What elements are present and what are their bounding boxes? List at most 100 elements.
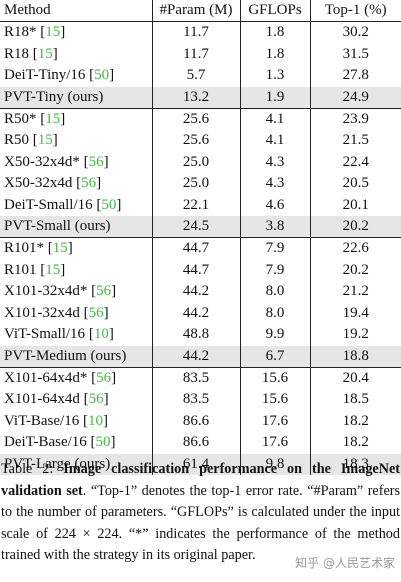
table-row: ViT-Small/16 [10] 48.8 9.9 19.2 — [0, 324, 401, 346]
method-name: PVT-Large (ours) — [4, 455, 111, 472]
gflops-cell: 17.6 — [239, 410, 310, 433]
gflops-cell: 9.9 — [239, 324, 310, 346]
params-cell: 5.7 — [151, 65, 240, 87]
table-row: X101-64x4d [56] 83.5 15.6 18.5 — [0, 389, 401, 411]
citation-link[interactable]: 56 — [88, 153, 104, 170]
params-cell: 22.1 — [151, 194, 240, 217]
table-body: R18* [15] 11.7 1.8 30.2 R18 [15] 11.7 1.8 31.5 D… — [0, 21, 401, 475]
table-row: PVT-Tiny (ours) 13.2 1.9 24.9 — [0, 86, 401, 109]
params-cell: 86.6 — [151, 432, 240, 454]
caption-text: . “Top-1” denotes the top-1 error rate. … — [1, 482, 400, 564]
method-cell: PVT-Medium (ours) — [0, 345, 152, 368]
gflops-cell: 15.6 — [239, 389, 310, 411]
top1-cell: 18.2 — [309, 410, 401, 433]
method-cell: X101-32x4d [56] — [4, 304, 109, 321]
table-row: R18* [15] 11.7 1.8 30.2 — [0, 21, 401, 44]
method-name: DeiT-Tiny/16 — [4, 67, 86, 84]
gflops-cell: 4.1 — [239, 108, 310, 131]
top1-cell: 20.1 — [309, 194, 401, 217]
method-name: X101-64x4d — [4, 391, 80, 408]
method-cell: X50-32x4d* [56] — [4, 153, 109, 170]
header-top1: Top-1 (%) — [309, 0, 401, 22]
table-row: X50-32x4d [56] 25.0 4.3 20.5 — [0, 173, 401, 195]
table-row: R101* [15] 44.7 7.9 22.6 — [0, 237, 401, 260]
top1-cell: 18.2 — [309, 432, 401, 454]
header-row: Method #Param (M) GFLOPs Top-1 (%) — [0, 0, 401, 22]
header-method: Method — [4, 2, 51, 18]
citation-link[interactable]: 56 — [88, 304, 104, 321]
method-cell: PVT-Tiny (ours) — [0, 86, 152, 109]
method-name: ViT-Small/16 — [4, 326, 86, 343]
citation-link[interactable]: 10 — [87, 412, 103, 429]
citation-link[interactable]: 15 — [37, 45, 53, 62]
gflops-cell: 17.6 — [239, 432, 310, 454]
citation-link[interactable]: 10 — [93, 326, 109, 343]
citation-link[interactable]: 15 — [45, 24, 61, 41]
table-row: PVT-Small (ours) 24.5 3.8 20.2 — [0, 216, 401, 238]
top1-cell: 22.4 — [309, 151, 401, 174]
citation-link[interactable]: 15 — [45, 111, 61, 128]
method-cell: R101 [15] — [4, 261, 66, 278]
params-cell: 83.5 — [151, 389, 240, 411]
top1-cell: 27.8 — [309, 65, 401, 87]
citation-link[interactable]: 56 — [96, 283, 112, 300]
header-params: #Param (M) — [151, 0, 240, 22]
method-cell: PVT-Small (ours) — [0, 216, 152, 238]
gflops-cell: 4.3 — [239, 173, 310, 195]
method-cell: DeiT-Base/16 [50] — [4, 434, 116, 451]
method-name: X101-32x4d* — [4, 283, 88, 300]
citation-link[interactable]: 56 — [96, 369, 112, 386]
method-name: ViT-Base/16 — [4, 412, 80, 429]
table-row: X101-32x4d [56] 44.2 8.0 19.4 — [0, 302, 401, 325]
method-cell: R18 [15] — [4, 45, 58, 62]
params-cell: 25.6 — [151, 130, 240, 152]
top1-cell: 18.3 — [309, 453, 401, 475]
method-name: DeiT-Small/16 — [4, 196, 93, 213]
method-cell: X101-32x4d* [56] — [4, 283, 117, 300]
gflops-cell: 1.8 — [239, 43, 310, 66]
method-name: R101 — [4, 261, 37, 278]
citation-link[interactable]: 56 — [88, 391, 104, 408]
params-cell: 11.7 — [151, 43, 240, 66]
citation-link[interactable]: 50 — [94, 67, 110, 84]
method-cell: DeiT-Small/16 [50] — [4, 196, 122, 213]
gflops-cell: 8.0 — [239, 281, 310, 303]
top1-cell: 20.5 — [309, 173, 401, 195]
table-row: PVT-Large (ours) 61.4 9.8 18.3 — [0, 453, 401, 475]
top1-cell: 20.2 — [309, 216, 401, 238]
params-cell: 44.2 — [151, 281, 240, 303]
gflops-cell: 4.1 — [239, 130, 310, 152]
method-cell: DeiT-Tiny/16 [50] — [4, 67, 115, 84]
table-row: R18 [15] 11.7 1.8 31.5 — [0, 43, 401, 66]
method-name: X101-64x4d* — [4, 369, 88, 386]
top1-cell: 23.9 — [309, 108, 401, 131]
table-header: Method #Param (M) GFLOPs Top-1 (%) — [0, 0, 401, 22]
table-row: X101-32x4d* [56] 44.2 8.0 21.2 — [0, 281, 401, 303]
gflops-cell: 8.0 — [239, 302, 310, 325]
table-row: R50 [15] 25.6 4.1 21.5 — [0, 130, 401, 152]
citation-link[interactable]: 56 — [81, 175, 97, 192]
params-cell: 13.2 — [151, 86, 240, 109]
header-gflops: GFLOPs — [239, 0, 310, 22]
gflops-cell: 15.6 — [239, 367, 310, 390]
top1-cell: 20.2 — [309, 259, 401, 282]
params-cell: 83.5 — [151, 367, 240, 390]
gflops-cell: 1.8 — [239, 21, 310, 44]
table-row: X50-32x4d* [56] 25.0 4.3 22.4 — [0, 151, 401, 174]
citation-link[interactable]: 15 — [37, 132, 53, 149]
table-row: ViT-Base/16 [10] 86.6 17.6 18.2 — [0, 410, 401, 433]
citation-link[interactable]: 15 — [52, 240, 68, 257]
params-cell: 61.4 — [151, 453, 240, 475]
table-row: DeiT-Base/16 [50] 86.6 17.6 18.2 — [0, 432, 401, 454]
results-table: Method #Param (M) GFLOPs Top-1 (%) R18* … — [0, 0, 401, 475]
method-cell: R50* [15] — [4, 111, 66, 128]
method-cell: ViT-Small/16 [10] — [4, 326, 114, 343]
caption-title: Image classification performance on the … — [1, 461, 400, 499]
params-cell: 25.6 — [151, 108, 240, 131]
method-name: X101-32x4d — [4, 304, 80, 321]
method-name: PVT-Small (ours) — [4, 218, 111, 235]
citation-link[interactable]: 15 — [45, 261, 61, 278]
table-row: X101-64x4d* [56] 83.5 15.6 20.4 — [0, 367, 401, 390]
citation-link[interactable]: 50 — [101, 196, 117, 213]
citation-link[interactable]: 50 — [95, 434, 111, 451]
